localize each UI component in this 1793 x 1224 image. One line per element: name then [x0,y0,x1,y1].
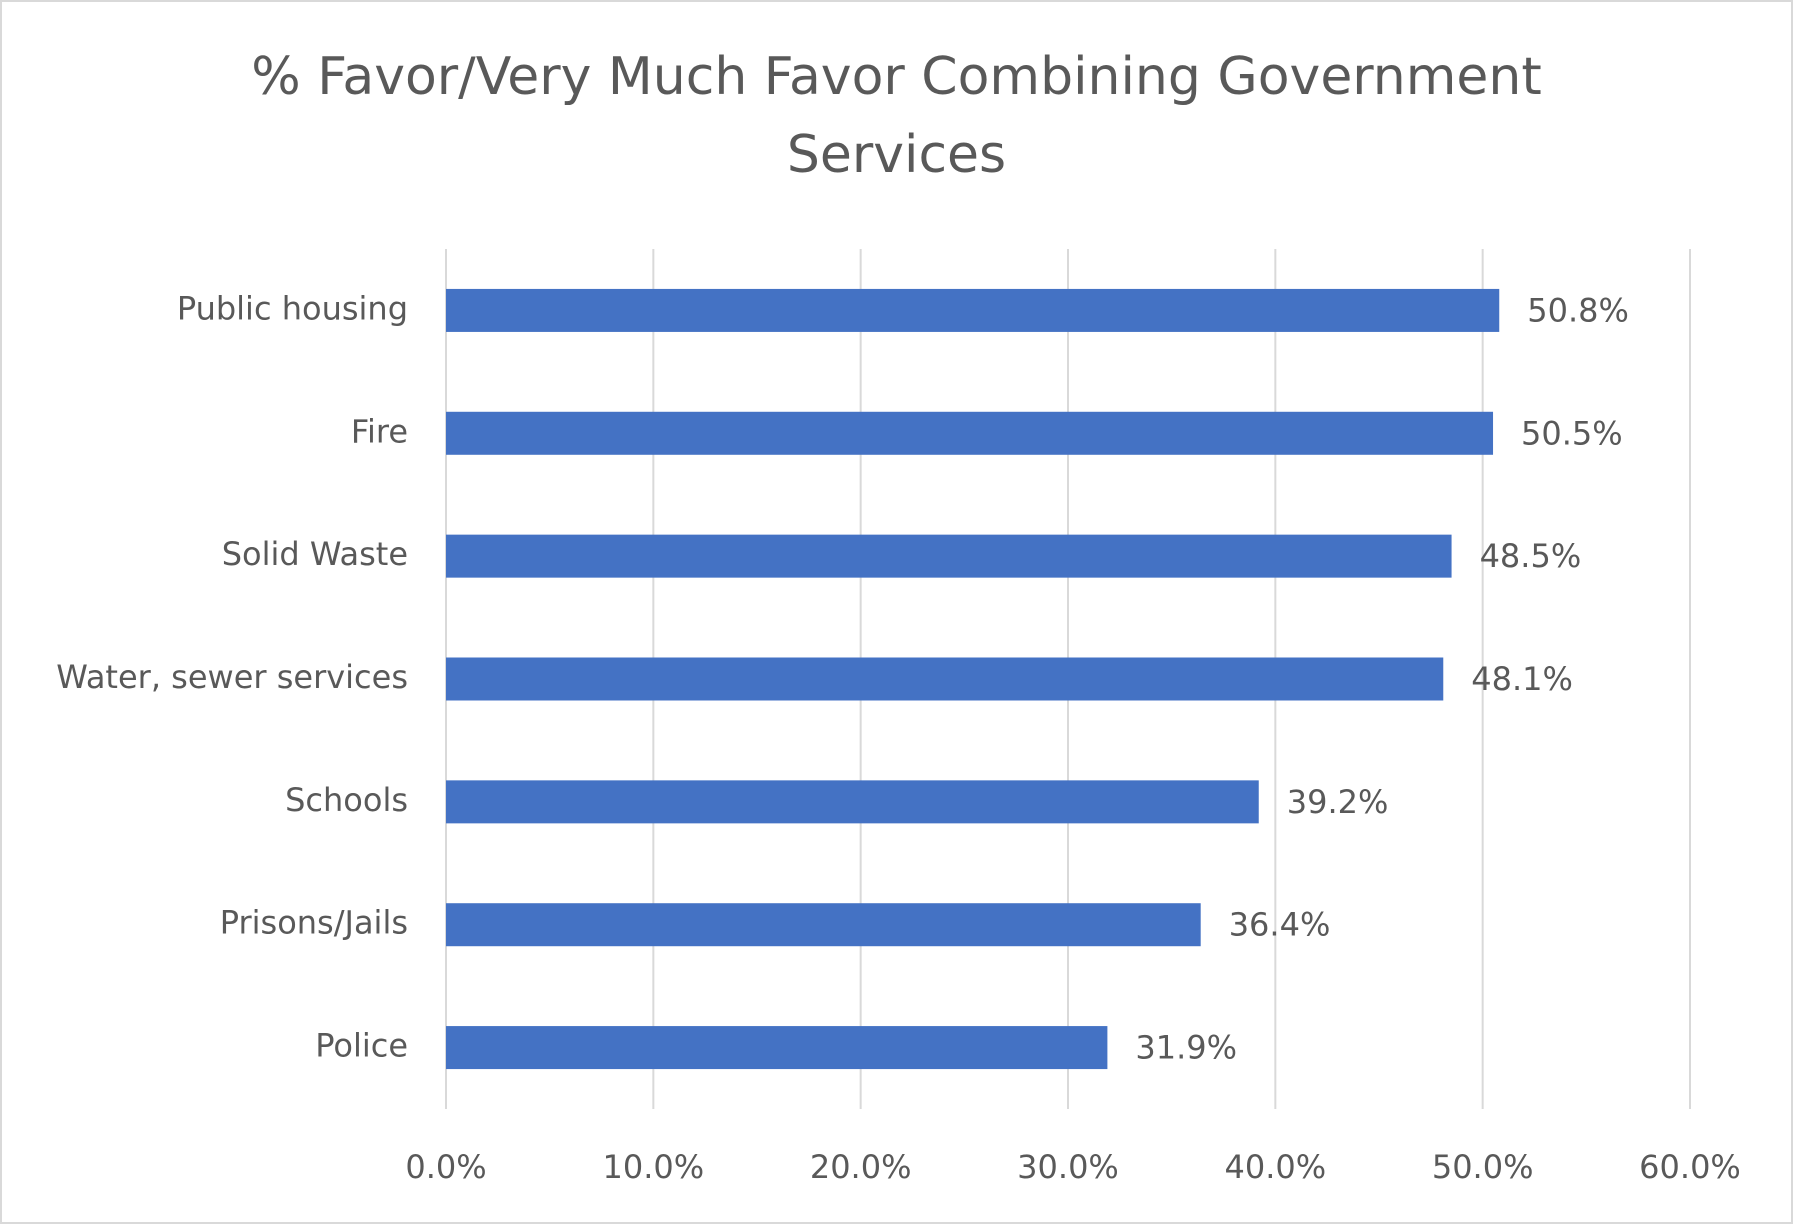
x-tick-label: 10.0% [603,1148,705,1186]
y-tick-label: Public housing [177,289,408,327]
bar [446,288,1500,332]
x-tick-label: 40.0% [1225,1148,1327,1186]
bar [446,1026,1108,1070]
x-tick-label: 20.0% [810,1148,912,1186]
chart-title: % Favor/Very Much Favor Combining Govern… [251,47,1542,185]
data-label: 36.4% [1229,906,1331,944]
bar [446,780,1259,824]
data-label: 39.2% [1287,783,1389,821]
bar [446,903,1201,947]
y-tick-label: Prisons/Jails [220,904,408,942]
data-label: 50.5% [1521,414,1623,452]
bar [446,657,1444,701]
bar [446,411,1494,455]
y-tick-label: Water, sewer services [56,658,408,696]
y-tick-label: Police [315,1027,408,1065]
data-label: 48.5% [1480,537,1582,575]
x-tick-label: 50.0% [1432,1148,1534,1186]
data-label: 31.9% [1135,1029,1237,1067]
x-tick-label: 30.0% [1017,1148,1119,1186]
y-tick-label: Solid Waste [222,535,408,573]
bar [446,534,1452,578]
data-label: 48.1% [1471,660,1573,698]
x-tick-label: 60.0% [1639,1148,1741,1186]
y-tick-label: Schools [285,781,408,819]
y-tick-label: Fire [351,412,408,450]
data-label: 50.8% [1527,291,1629,329]
x-tick-label: 0.0% [405,1148,486,1186]
